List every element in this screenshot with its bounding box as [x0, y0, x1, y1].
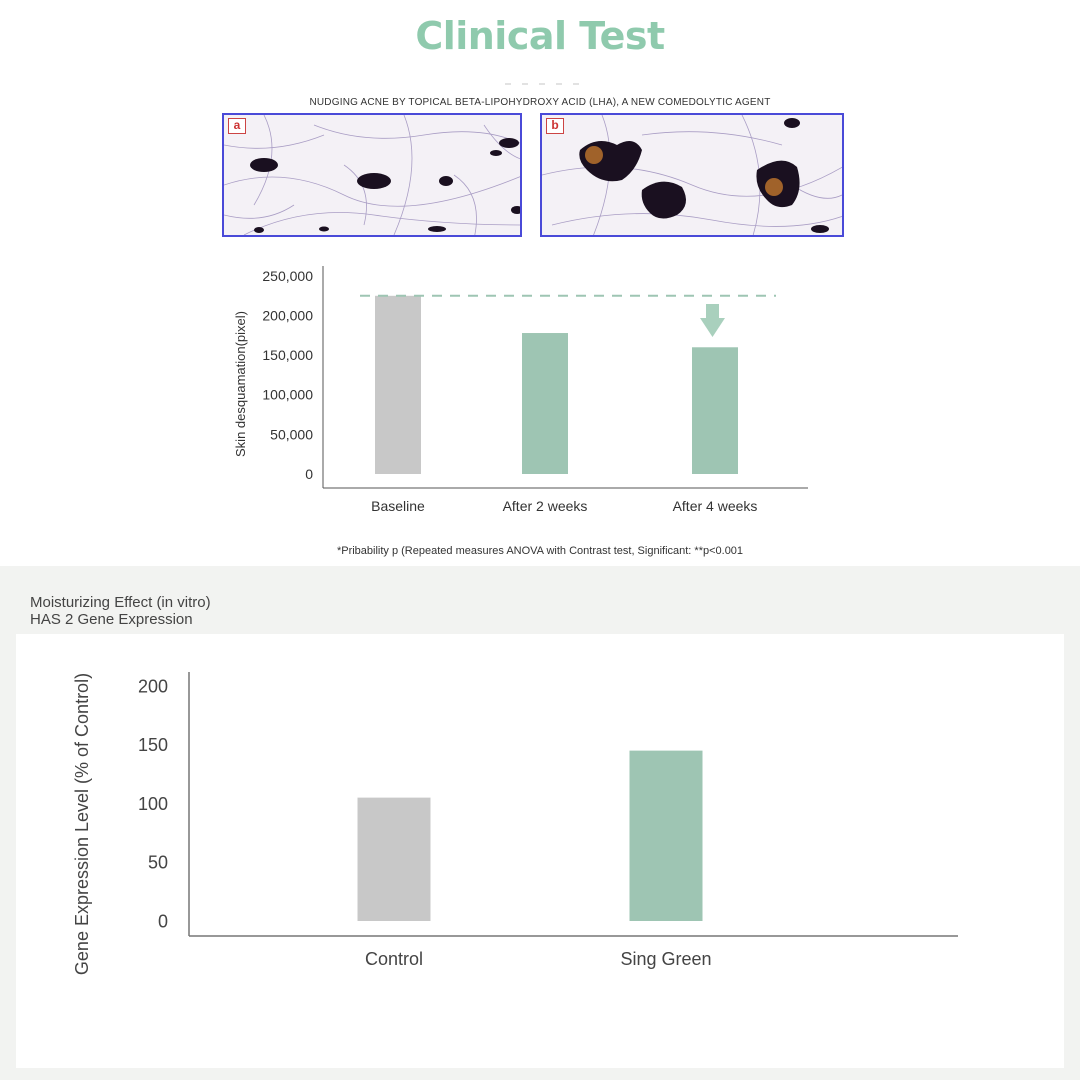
y-tick-label: 50 — [148, 853, 168, 873]
moisturizing-title: Moisturizing Effect (in vitro) — [30, 594, 211, 611]
micrograph-a-image — [224, 115, 520, 235]
x-tick-label: After 4 weeks — [673, 498, 758, 514]
bar-baseline — [375, 295, 421, 474]
micrograph-b: b — [540, 113, 844, 237]
moisturizing-section: Moisturizing Effect (in vitro) HAS 2 Gen… — [0, 566, 1080, 1080]
bar-sing-green — [629, 750, 703, 921]
bar-after-4-weeks — [692, 347, 738, 474]
moisturizing-subtitle: HAS 2 Gene Expression — [30, 611, 193, 628]
gene-expression-chart: Gene Expression Level (% of Control) 0 50… — [72, 672, 958, 975]
y-tick-label: 50,000 — [270, 426, 313, 442]
y-tick-label: 0 — [158, 911, 168, 931]
chart1-y-axis-label: Skin desquamation(pixel) — [233, 311, 248, 457]
desquamation-chart: Skin desquamation(pixel) 0 50,000 100,000 1… — [233, 266, 808, 514]
title-divider-dots — [505, 72, 605, 85]
x-tick-label: Sing Green — [620, 949, 711, 969]
y-tick-label: 200,000 — [262, 308, 313, 324]
down-arrow-icon — [700, 304, 725, 337]
panel-label-a: a — [228, 118, 246, 134]
y-tick-label: 200 — [138, 676, 168, 696]
y-tick-label: 100 — [138, 794, 168, 814]
bar-after-2-weeks — [522, 333, 568, 474]
significance-footnote: *Pribability p (Repeated measures ANOVA … — [336, 545, 744, 557]
y-tick-label: 250,000 — [262, 268, 313, 284]
x-tick-label: Control — [365, 949, 423, 969]
x-tick-label: Baseline — [371, 498, 425, 514]
micrograph-a: a — [222, 113, 522, 237]
page-title: Clinical Test — [415, 14, 665, 58]
chart2-y-axis-label: Gene Expression Level (% of Control) — [72, 673, 92, 975]
y-tick-label: 150,000 — [262, 347, 313, 363]
y-tick-label: 100,000 — [262, 387, 313, 403]
x-tick-label: After 2 weeks — [503, 498, 588, 514]
gene-expression-panel: Gene Expression Level (% of Control) 0 50… — [16, 634, 1064, 1068]
y-tick-label: 150 — [138, 735, 168, 755]
study-title: NUDGING ACNE BY TOPICAL BETA-LIPOHYDROXY… — [309, 97, 771, 108]
panel-label-b: b — [546, 118, 564, 134]
y-tick-label: 0 — [305, 466, 313, 482]
bar-control — [357, 797, 431, 921]
micrograph-b-image — [542, 115, 842, 235]
